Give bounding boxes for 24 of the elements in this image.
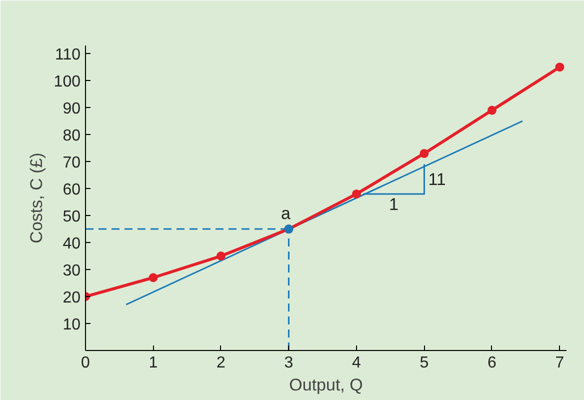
y-tick-label: 110 (54, 46, 81, 64)
x-tick-label: 5 (420, 354, 429, 372)
y-tick-label: 100 (54, 74, 81, 91)
x-axis-title: Output, Q (289, 376, 363, 394)
x-tick-label: 2 (216, 354, 226, 372)
annotation: 1 (389, 194, 398, 214)
y-tick-label: 30 (62, 262, 81, 280)
x-tick-label: 7 (555, 354, 564, 372)
y-tick-label: 40 (62, 236, 81, 253)
y-tick-label: 90 (62, 100, 81, 118)
x-tick-label: 3 (284, 354, 294, 372)
annotation: a (281, 204, 292, 224)
y-tick-label: 20 (62, 290, 81, 307)
x-tick-label: 4 (352, 354, 362, 372)
annotation: 11 (428, 170, 446, 190)
y-tick-label: 60 (62, 182, 81, 199)
y-tick-label: 70 (62, 154, 81, 172)
y-tick-label: 50 (62, 208, 81, 226)
x-tick-label: 1 (148, 354, 158, 372)
y-axis-title: Costs, C (£) (26, 152, 46, 244)
x-tick-label: 0 (81, 354, 90, 372)
y-tick-label: 80 (62, 128, 81, 145)
y-tick-label: 10 (62, 316, 81, 334)
x-tick-label: 6 (488, 354, 497, 372)
